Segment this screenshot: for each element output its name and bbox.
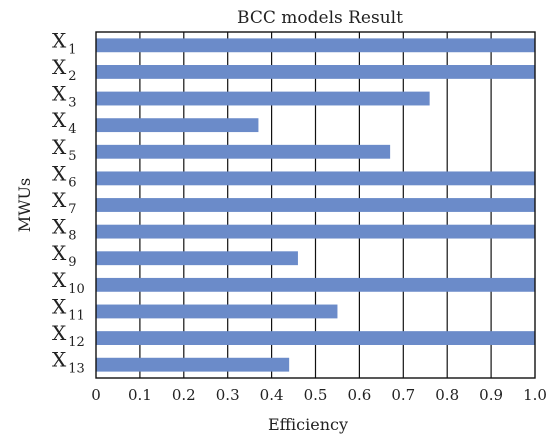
- y-tick-label: X 13: [52, 348, 85, 377]
- x-tick-label: 0.9: [479, 386, 503, 404]
- y-axis-label: MWUs: [15, 178, 34, 233]
- bar: [96, 251, 298, 266]
- x-tick-label: 0.8: [435, 386, 459, 404]
- x-axis-label: Efficiency: [268, 415, 348, 434]
- bar: [96, 38, 535, 53]
- x-tick-label: 0.6: [347, 386, 371, 404]
- bar: [96, 331, 535, 345]
- y-tick-label: X 11: [52, 294, 85, 323]
- bar: [96, 118, 259, 133]
- bars: [96, 38, 535, 372]
- x-tick-label: 0.3: [216, 386, 240, 404]
- x-tick-label: 0.4: [260, 386, 284, 404]
- plot-frame: [95, 31, 536, 379]
- x-tick-label: 0.2: [172, 386, 196, 404]
- bar: [96, 65, 535, 79]
- x-tick-labels: 0 0.1 0.2 0.3 0.4 0.5 0.6 0.7 0.8 0.9 1.0: [91, 386, 547, 404]
- bar: [96, 198, 535, 212]
- y-tick-label: X 12: [52, 321, 85, 350]
- bar: [96, 304, 338, 319]
- bar: [96, 171, 535, 186]
- x-tick-label: 0.5: [304, 386, 328, 404]
- bar: [96, 91, 430, 106]
- chart-title: BCC models Result: [237, 8, 403, 28]
- bar: [96, 144, 391, 159]
- y-tick-label: X 10: [52, 268, 85, 297]
- bar: [96, 277, 535, 292]
- x-tick-label: 0.7: [391, 386, 415, 404]
- bar: [96, 357, 290, 372]
- y-tick-labels: X 1X 2X 3X 4X 5X 6X 7X 8X 9X 10X 11X 12X 13: [52, 28, 85, 376]
- x-tick-label: 0: [91, 386, 101, 404]
- bar: [96, 224, 535, 239]
- x-tick-label: 1.0: [523, 386, 547, 404]
- x-tick-label: 0.1: [128, 386, 152, 404]
